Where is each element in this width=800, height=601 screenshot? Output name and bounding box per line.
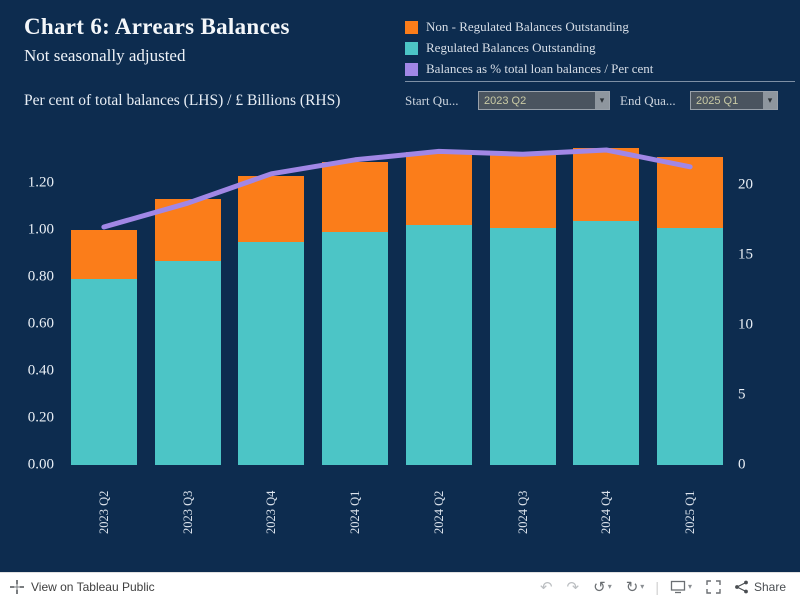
share-label: Share xyxy=(753,580,786,594)
reset-button[interactable]: ↺ ▾ xyxy=(586,577,619,596)
legend-divider xyxy=(405,81,795,82)
rhs-axis-tick: 10 xyxy=(738,316,753,333)
legend-swatch-icon xyxy=(405,20,418,34)
lhs-axis-tick: 1.00 xyxy=(27,221,54,238)
download-button[interactable]: ▾ xyxy=(663,580,699,594)
lhs-axis-tick: 0.20 xyxy=(27,409,54,426)
x-axis-label: 2025 Q1 xyxy=(683,490,698,534)
lhs-axis-tick: 1.20 xyxy=(27,174,54,191)
x-axis-label: 2024 Q1 xyxy=(348,490,363,534)
chevron-down-icon: ▾ xyxy=(763,92,777,109)
lhs-axis-tick: 0.60 xyxy=(27,315,54,332)
chart-title: Chart 6: Arrears Balances xyxy=(24,14,290,39)
legend-item[interactable]: Non - Regulated Balances Outstanding xyxy=(405,20,797,34)
legend: Non - Regulated Balances Outstanding Regu… xyxy=(405,20,797,80)
reset-icon: ↺ xyxy=(593,577,606,596)
start-quarter-dropdown[interactable]: 2023 Q2 ▾ xyxy=(478,91,610,110)
rhs-axis-tick: 20 xyxy=(738,176,753,193)
bar-regulated[interactable] xyxy=(489,227,556,465)
chevron-down-icon: ▾ xyxy=(687,582,692,591)
end-quarter-value: 2025 Q1 xyxy=(696,94,739,107)
toolbar-divider: | xyxy=(655,579,659,595)
bar-non-regulated[interactable] xyxy=(154,199,221,261)
tableau-toolbar: View on Tableau Public ↶ ↷ ↺ ▾ ↻ ▾ | ▾ xyxy=(0,572,800,601)
start-quarter-value: 2023 Q2 xyxy=(484,94,527,107)
bar-regulated[interactable] xyxy=(238,241,305,465)
x-axis-label: 2023 Q4 xyxy=(264,490,279,534)
fullscreen-icon xyxy=(706,580,721,594)
bar-regulated[interactable] xyxy=(70,279,137,465)
bar-non-regulated[interactable] xyxy=(489,154,556,228)
chevron-down-icon: ▾ xyxy=(640,582,645,591)
bar-regulated[interactable] xyxy=(573,220,640,465)
start-quarter-label: Start Qu... xyxy=(405,93,459,108)
chevron-down-icon: ▾ xyxy=(607,582,612,591)
legend-item[interactable]: Balances as % total loan balances / Per … xyxy=(405,61,797,76)
bar-regulated[interactable] xyxy=(154,260,221,465)
bar-non-regulated[interactable] xyxy=(405,152,472,226)
undo-icon: ↶ xyxy=(539,577,553,596)
redo-icon: ↷ xyxy=(566,577,580,596)
bar-non-regulated[interactable] xyxy=(322,161,389,233)
view-on-tableau-public-label: View on Tableau Public xyxy=(31,580,155,594)
bar-non-regulated[interactable] xyxy=(70,230,137,280)
legend-label: Balances as % total loan balances / Per … xyxy=(426,61,654,76)
rhs-axis-tick: 5 xyxy=(738,386,746,403)
view-on-tableau-public-link[interactable]: View on Tableau Public xyxy=(10,580,155,594)
rhs-axis-tick: 0 xyxy=(738,456,746,473)
tableau-dashboard: Chart 6: Arrears Balances Not seasonally… xyxy=(0,14,800,572)
bar-non-regulated[interactable] xyxy=(238,175,305,242)
chart-subtitle: Not seasonally adjusted xyxy=(24,46,186,65)
chevron-down-icon: ▾ xyxy=(595,92,609,109)
redo-button[interactable]: ↷ xyxy=(560,577,587,596)
display-download-icon xyxy=(670,580,686,594)
refresh-icon: ↻ xyxy=(625,577,639,596)
legend-label: Regulated Balances Outstanding xyxy=(426,40,596,55)
undo-button[interactable]: ↶ xyxy=(533,577,560,596)
tableau-logo-icon xyxy=(10,580,24,594)
x-axis-label: 2023 Q3 xyxy=(180,490,195,534)
bar-regulated[interactable] xyxy=(657,227,724,465)
axis-note: Per cent of total balances (LHS) / £ Bil… xyxy=(24,92,341,109)
fullscreen-button[interactable] xyxy=(699,580,728,594)
lhs-axis-tick: 0.40 xyxy=(27,362,54,379)
legend-swatch-icon xyxy=(405,41,418,55)
chart-plot: 0.00 0.20 0.40 0.60 0.80 1.00 1.20 0 5 10 15 20 2023… xyxy=(0,140,800,572)
legend-swatch-icon xyxy=(405,62,418,76)
bar-non-regulated[interactable] xyxy=(657,157,724,228)
x-axis-label: 2024 Q4 xyxy=(599,490,614,534)
x-axis-label: 2024 Q3 xyxy=(515,490,530,534)
rhs-axis-tick: 15 xyxy=(738,246,753,263)
lhs-axis-tick: 0.80 xyxy=(27,268,54,285)
refresh-button[interactable]: ↻ ▾ xyxy=(619,577,652,596)
toolbar-icons: ↶ ↷ ↺ ▾ ↻ ▾ | ▾ xyxy=(533,579,800,595)
quarter-filters: Start Qu... 2023 Q2 ▾ End Qua... 2025 Q1… xyxy=(405,91,795,111)
bar-regulated[interactable] xyxy=(405,225,472,465)
legend-label: Non - Regulated Balances Outstanding xyxy=(426,20,629,34)
legend-item[interactable]: Regulated Balances Outstanding xyxy=(405,40,797,55)
end-quarter-dropdown[interactable]: 2025 Q1 ▾ xyxy=(690,91,778,110)
x-axis-label: 2024 Q2 xyxy=(431,490,446,534)
x-axis-label: 2023 Q2 xyxy=(96,490,111,534)
bar-non-regulated[interactable] xyxy=(573,147,640,221)
end-quarter-label: End Qua... xyxy=(620,93,676,108)
lhs-axis-tick: 0.00 xyxy=(27,456,54,473)
share-button[interactable]: Share xyxy=(734,580,786,594)
share-icon xyxy=(735,580,748,594)
bar-regulated[interactable] xyxy=(322,232,389,465)
